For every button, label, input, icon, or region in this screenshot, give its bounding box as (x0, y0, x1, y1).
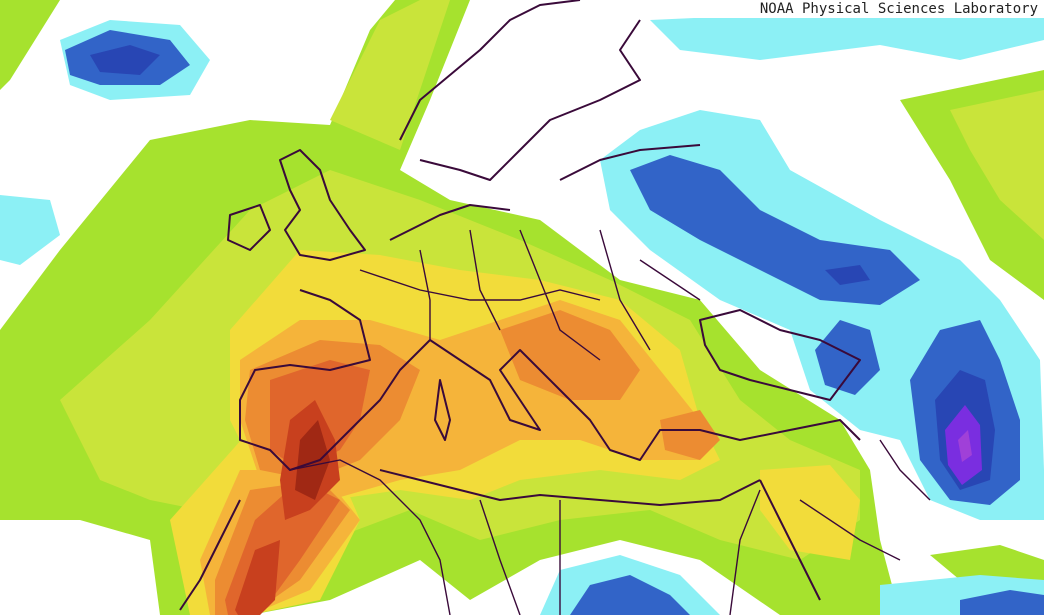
country-borders (289, 229, 931, 615)
credit-background (684, 0, 1044, 18)
coastline-west-europe (239, 204, 511, 471)
coastline-africa (179, 479, 821, 611)
contour-green-top-left (0, 0, 60, 90)
contour-green-east (930, 545, 1044, 580)
coastline-mediterranean (379, 339, 861, 506)
contour-orange-balkans (500, 310, 640, 400)
contour-yellow-east (760, 465, 860, 560)
contour-red-south (235, 540, 280, 615)
coastline-britain (227, 149, 366, 261)
contour-darkblue-east (825, 265, 870, 285)
contour-yellowgreen-north (330, 0, 450, 150)
contour-orange-aegean (660, 410, 720, 460)
contour-blue-southeast (960, 590, 1044, 615)
credit-label: NOAA Physical Sciences Laboratory (760, 1, 1038, 17)
contour-darkblue-north (90, 45, 160, 75)
contour-blue-south (570, 575, 690, 615)
contour-cyan-west (0, 195, 60, 265)
coastline-scandinavia (399, 0, 701, 181)
contour-violet (958, 430, 972, 462)
contour-darkred (295, 420, 330, 500)
contour-blue-sea (815, 320, 880, 395)
coastline-black-sea (699, 309, 861, 401)
contour-yellowgreen-right (950, 90, 1044, 240)
